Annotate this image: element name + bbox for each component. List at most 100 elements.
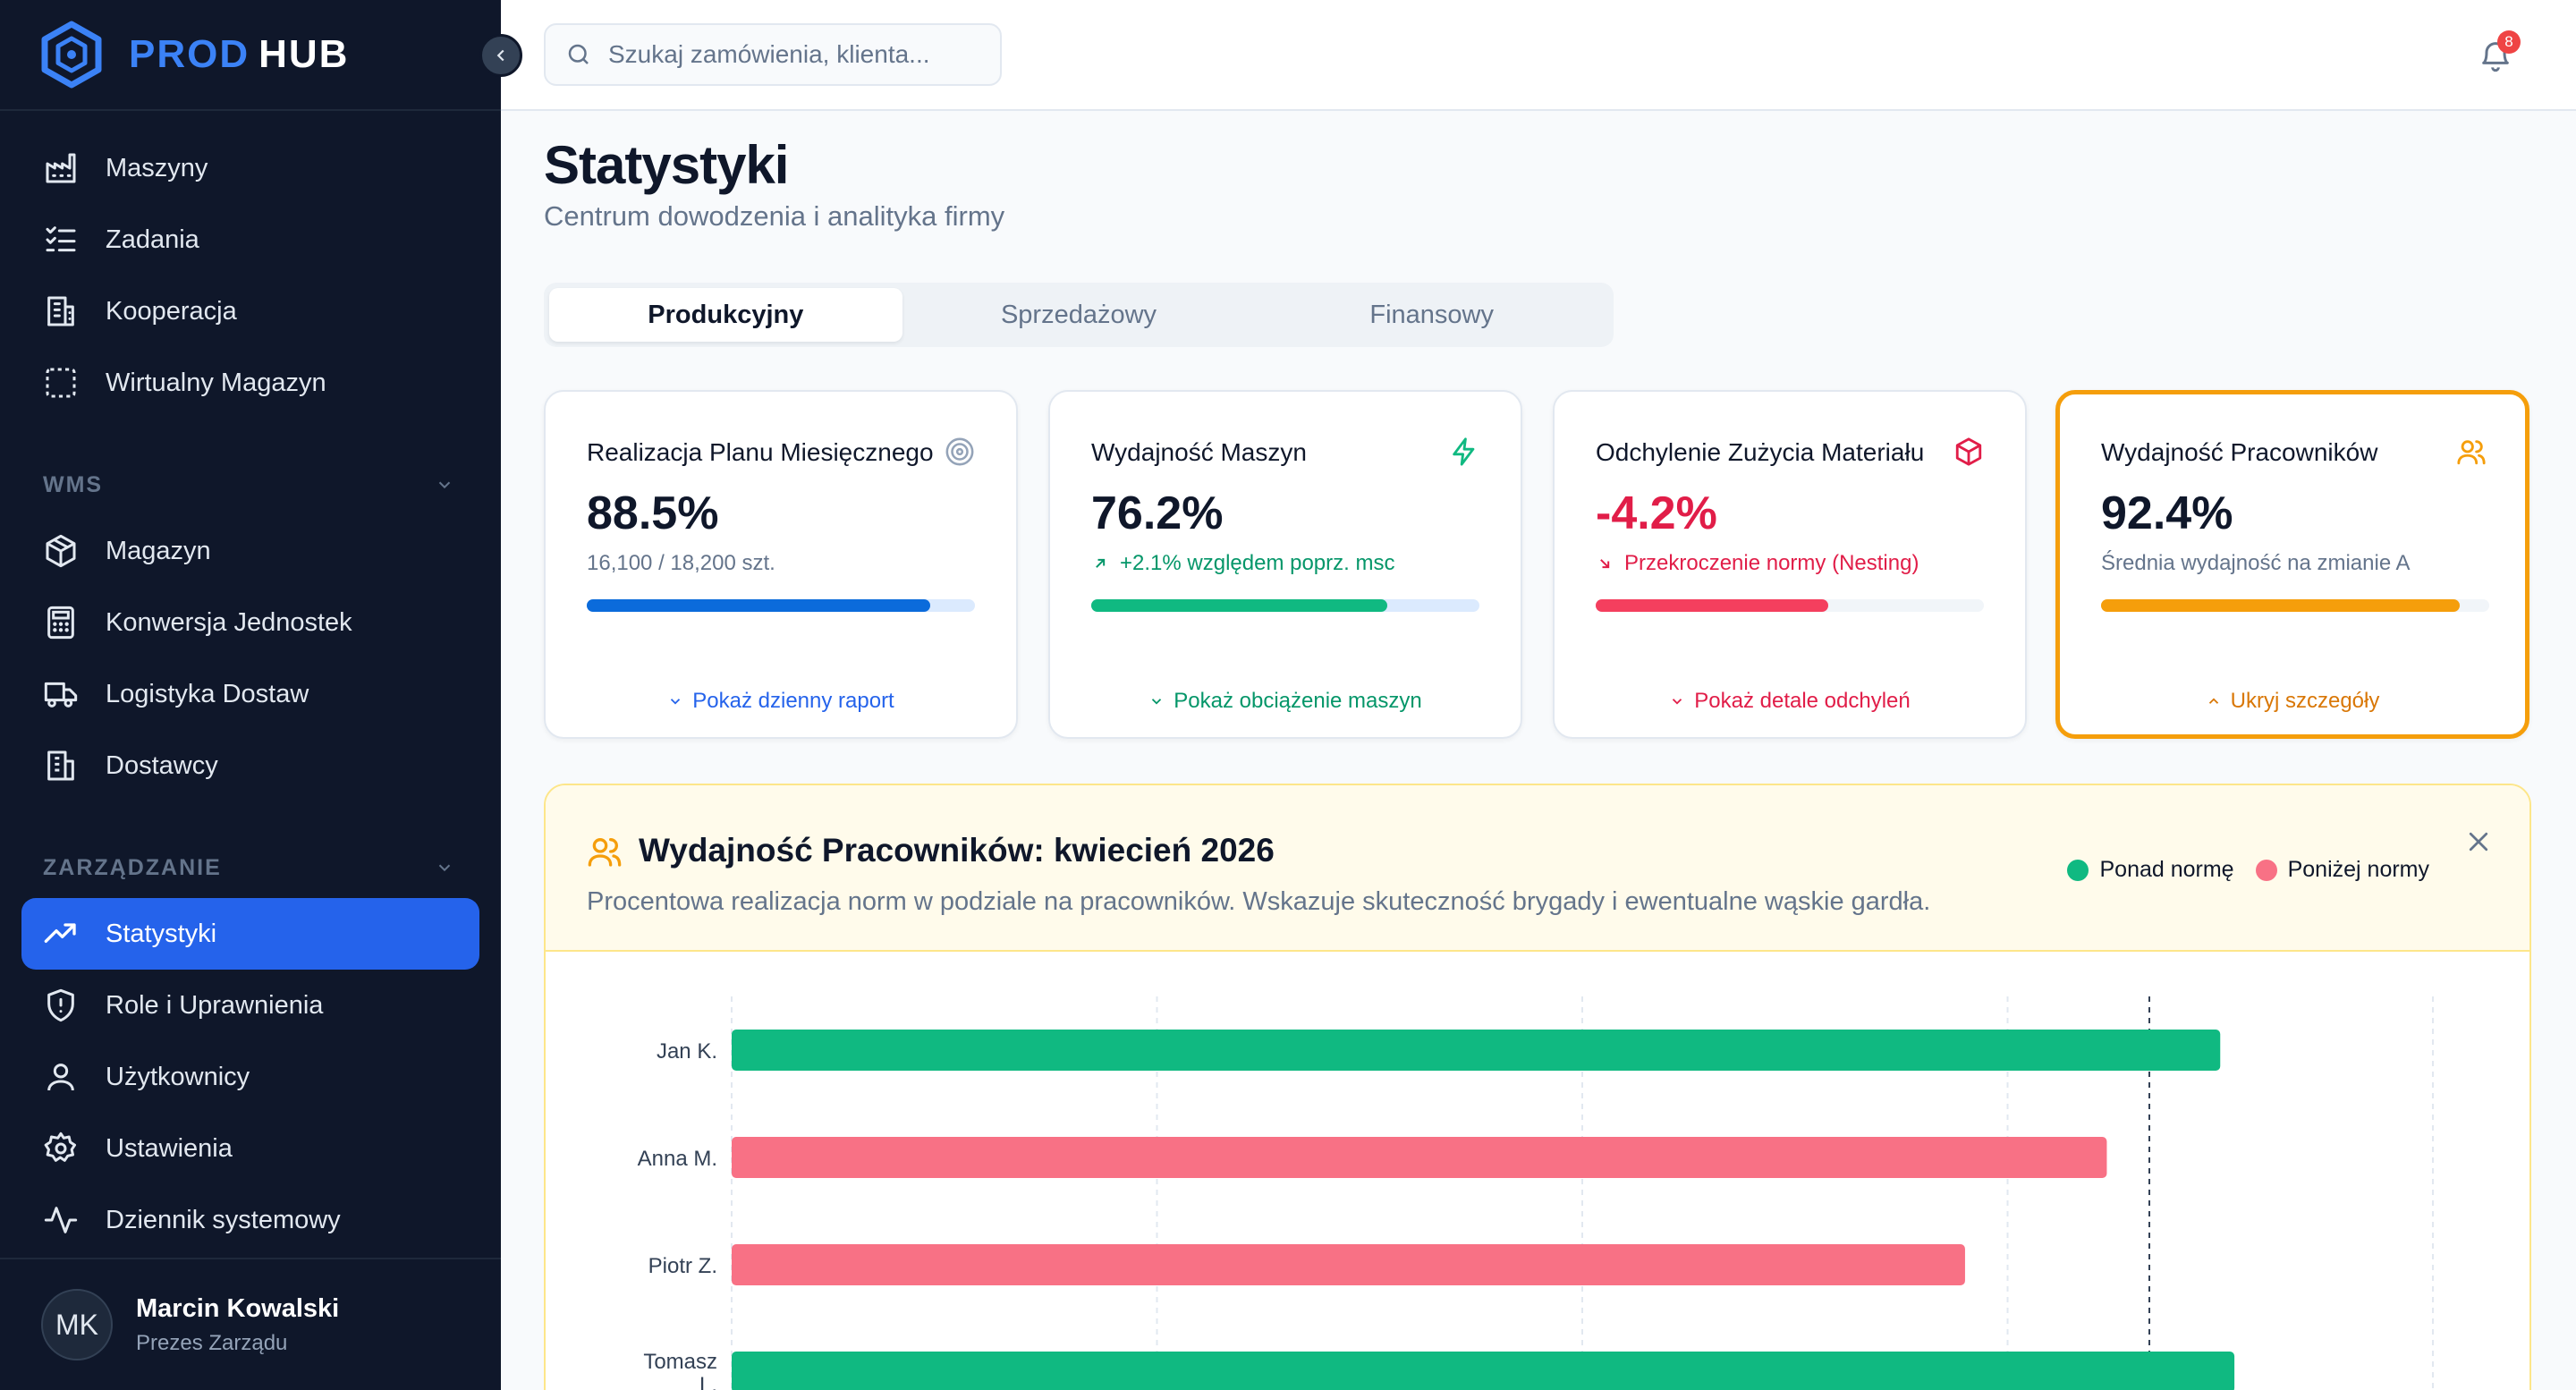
card-subtext: Przekroczenie normy (Nesting) xyxy=(1596,551,1919,576)
tab-sprzedazowy[interactable]: Sprzedażowy xyxy=(1000,300,1157,329)
notification-count-badge: 8 xyxy=(2497,30,2521,54)
chevron-down-icon xyxy=(671,699,681,705)
sidebar-item-statystyki[interactable]: Statystyki xyxy=(21,898,479,970)
progress-track xyxy=(1091,599,1479,612)
sidebar-item-konwersja-jednostek[interactable]: Konwersja Jednostek xyxy=(21,587,479,658)
sidebar: PROD HUB Maszyny Zadania Kooperacja Wirtu… xyxy=(0,0,501,1390)
notifications-button[interactable]: 8 xyxy=(2478,30,2521,73)
list-checks-icon xyxy=(46,226,76,252)
search-icon xyxy=(568,44,589,64)
shield-icon xyxy=(47,988,74,1022)
section-header-zarzadzanie[interactable]: ZARZĄDZANIE xyxy=(21,837,479,898)
users-icon xyxy=(588,838,622,867)
user-profile[interactable]: MK Marcin Kowalski Prezes Zarządu xyxy=(0,1258,501,1390)
show-daily-report-link[interactable]: Pokaż dzienny raport xyxy=(546,689,1016,714)
sidebar-item-dziennik-systemowy[interactable]: Dziennik systemowy xyxy=(21,1184,479,1256)
chevron-up-icon xyxy=(2208,698,2218,704)
category-label: L. xyxy=(699,1373,717,1390)
building-icon xyxy=(47,296,74,326)
trending-up-icon xyxy=(44,923,76,943)
worker-efficiency-panel: Wydajność Pracowników: kwiecień 2026 Pro… xyxy=(544,784,2531,1390)
panel-header: Wydajność Pracowników: kwiecień 2026 Pro… xyxy=(546,785,2529,952)
box-icon xyxy=(1955,437,1982,466)
bar[interactable] xyxy=(732,1030,2221,1071)
tab-produkcyjny[interactable]: Produkcyjny xyxy=(549,288,902,342)
progress-fill xyxy=(587,599,931,612)
sidebar-item-role-i-uprawnienia[interactable]: Role i Uprawnienia xyxy=(21,970,479,1041)
brand[interactable]: PROD HUB xyxy=(0,0,501,111)
tab-finansowy[interactable]: Finansowy xyxy=(1369,300,1494,329)
sidebar-item-wirtualny-magazyn[interactable]: Wirtualny Magazyn xyxy=(21,347,479,419)
section-header-wms[interactable]: WMS xyxy=(21,454,479,515)
kpi-card-material[interactable]: Odchylenie Zużycia Materiału -4.2% Przek… xyxy=(1553,390,2027,739)
arrow-up-right-icon xyxy=(1096,558,1106,568)
users-icon xyxy=(2457,440,2486,465)
sidebar-item-label: Role i Uprawnienia xyxy=(106,990,324,1020)
card-subtext: 16,100 / 18,200 szt. xyxy=(587,551,775,576)
close-icon[interactable] xyxy=(2465,828,2492,855)
card-subtext: +2.1% względem poprz. msc xyxy=(1091,551,1394,576)
main-content: Statystyki Centrum dowodzenia i analityk… xyxy=(501,111,2576,1390)
sidebar-item-logistyka-dostaw[interactable]: Logistyka Dostaw xyxy=(21,658,479,730)
progress-track xyxy=(587,599,975,612)
kpi-card-workers[interactable]: Wydajność Pracowników 92.4% Średnia wyda… xyxy=(2055,390,2529,739)
sidebar-item-label: Statystyki xyxy=(106,919,217,948)
sidebar-item-maszyny[interactable]: Maszyny xyxy=(21,132,479,204)
sidebar-item-label: Użytkownicy xyxy=(106,1062,250,1091)
sidebar-item-dostawcy[interactable]: Dostawcy xyxy=(21,730,479,801)
sidebar-nav: Maszyny Zadania Kooperacja Wirtualny Mag… xyxy=(0,111,501,1256)
bar[interactable] xyxy=(732,1137,2107,1178)
sidebar-item-label: Kooperacja xyxy=(106,296,237,326)
bar[interactable] xyxy=(732,1352,2235,1390)
card-subtext-label: Przekroczenie normy (Nesting) xyxy=(1624,551,1919,575)
user-name: Marcin Kowalski xyxy=(136,1293,340,1323)
show-deviation-details-link[interactable]: Pokaż detale odchyleń xyxy=(1555,689,2025,714)
card-title: Realizacja Planu Miesięcznego xyxy=(587,438,934,466)
sidebar-item-label: Wirtualny Magazyn xyxy=(106,368,326,397)
search-input[interactable] xyxy=(608,40,984,69)
building-icon xyxy=(47,750,74,781)
sidebar-item-ustawienia[interactable]: Ustawienia xyxy=(21,1113,479,1184)
legend-item-below: Poniżej normy xyxy=(2255,857,2429,883)
progress-track xyxy=(1596,599,1984,612)
link-label: Pokaż obciążenie maszyn xyxy=(1174,689,1422,713)
card-value: 88.5% xyxy=(587,487,719,539)
package-icon xyxy=(46,534,76,568)
card-subtext-label: +2.1% względem poprz. msc xyxy=(1120,551,1395,575)
legend-dot xyxy=(2255,859,2277,881)
category-label: Jan K. xyxy=(657,1039,717,1064)
arrow-down-right-icon xyxy=(1600,559,1610,569)
card-title: Wydajność Maszyn xyxy=(1091,438,1307,466)
sidebar-item-label: Magazyn xyxy=(106,536,211,565)
card-title: Odchylenie Zużycia Materiału xyxy=(1596,438,1925,466)
sidebar-item-label: Zadania xyxy=(106,225,199,254)
category-label: Anna M. xyxy=(638,1147,717,1171)
sidebar-item-label: Dziennik systemowy xyxy=(106,1205,341,1234)
link-label: Ukryj szczegóły xyxy=(2230,689,2380,713)
sidebar-item-zadania[interactable]: Zadania xyxy=(21,204,479,275)
collapse-sidebar-button[interactable] xyxy=(479,34,522,77)
brand-name: PROD HUB xyxy=(129,32,350,76)
progress-fill xyxy=(1091,599,1387,612)
sidebar-item-kooperacja[interactable]: Kooperacja xyxy=(21,275,479,347)
truck-icon xyxy=(44,682,78,708)
activity-icon xyxy=(44,1207,78,1233)
page-title: Statystyki xyxy=(544,135,789,195)
legend-label: Ponad normę xyxy=(2099,857,2234,882)
sidebar-item-magazyn[interactable]: Magazyn xyxy=(21,515,479,587)
target-icon xyxy=(945,437,974,466)
search-box[interactable] xyxy=(544,23,1002,86)
link-label: Pokaż dzienny raport xyxy=(692,689,894,713)
bar[interactable] xyxy=(732,1244,1965,1285)
section-label: ZARZĄDZANIE xyxy=(43,854,222,880)
kpi-card-plan[interactable]: Realizacja Planu Miesięcznego 88.5% 16,1… xyxy=(544,390,1018,739)
legend-label: Poniżej normy xyxy=(2287,857,2429,882)
sidebar-item-label: Dostawcy xyxy=(106,750,218,780)
show-machine-load-link[interactable]: Pokaż obciążenie maszyn xyxy=(1050,689,1521,714)
hide-details-link[interactable]: Ukryj szczegóły xyxy=(2060,689,2525,714)
kpi-card-machines[interactable]: Wydajność Maszyn 76.2% +2.1% względem po… xyxy=(1048,390,1522,739)
topbar: 8 xyxy=(501,0,2576,111)
sidebar-item-uzytkownicy[interactable]: Użytkownicy xyxy=(21,1041,479,1113)
chart-legend: Ponad normę Poniżej normy xyxy=(2046,857,2429,883)
